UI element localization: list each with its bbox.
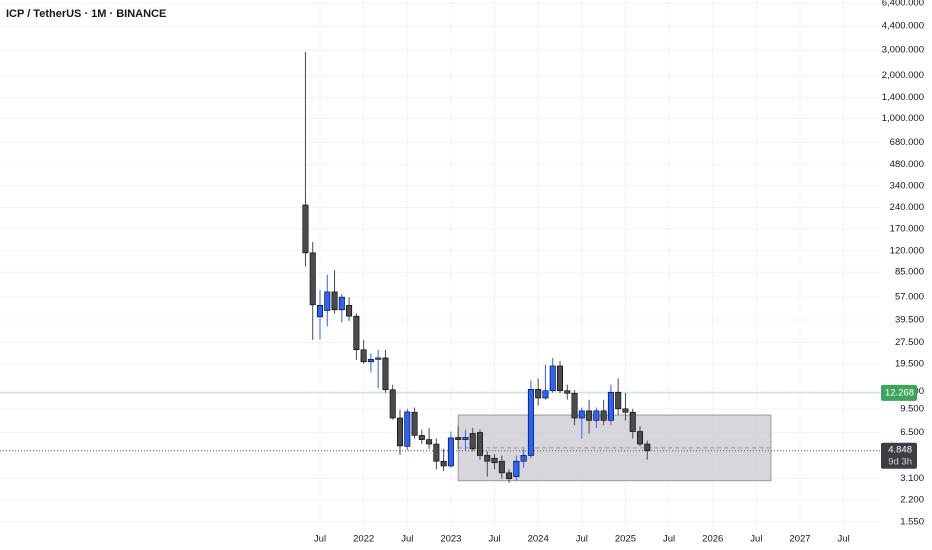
x-tick-label: 2024	[528, 534, 549, 545]
price-line-label: 12.268	[885, 387, 914, 398]
x-tick-label: Jul	[488, 534, 500, 545]
y-tick-label: 680.000	[890, 137, 924, 148]
y-tick-label: 2,000.000	[882, 70, 924, 81]
candle-body	[418, 435, 425, 440]
candle-body	[484, 455, 491, 462]
candle-body	[411, 411, 418, 436]
candle-body	[389, 389, 396, 419]
candle-body	[520, 455, 527, 462]
x-tick-label: Jul	[750, 534, 762, 545]
candle-body	[629, 411, 636, 432]
chart-title: ICP / TetherUS · 1M · BINANCE	[6, 8, 166, 20]
candle-body	[433, 443, 440, 462]
candle-body	[360, 349, 367, 363]
candle-body	[513, 460, 520, 477]
x-tick-label: Jul	[576, 534, 588, 545]
candle-body	[469, 433, 476, 450]
y-tick-label: 19.500	[895, 359, 924, 370]
x-tick-label: Jul	[401, 534, 413, 545]
y-tick-label: 480.000	[890, 159, 924, 170]
x-tick-label: 2025	[615, 534, 636, 545]
y-tick-label: 4,400.000	[882, 21, 924, 32]
candle-body	[316, 305, 323, 318]
candle-body	[491, 457, 498, 464]
y-tick-label: 240.000	[890, 202, 924, 213]
candle-body	[622, 408, 629, 413]
candle-body	[346, 305, 353, 317]
y-tick-label: 27.500	[895, 337, 924, 348]
axis-layer: 6,400.000 4,400.000 3,000.000 2,000.000 1,40…	[314, 0, 924, 545]
x-tick-label: Jul	[838, 534, 850, 545]
y-tick-label: 2.200	[900, 495, 924, 506]
x-tick-label: 2022	[353, 534, 374, 545]
candle-body	[375, 357, 382, 360]
candle-body	[476, 432, 483, 456]
y-tick-label: 57.000	[895, 292, 924, 303]
candle-body	[571, 392, 578, 419]
candle-body	[600, 410, 607, 421]
candle-body	[506, 472, 513, 479]
x-tick-label: 2026	[702, 534, 723, 545]
y-tick-label: 6.500	[900, 427, 924, 438]
candle-body	[309, 252, 316, 306]
y-tick-label: 39.500	[895, 315, 924, 326]
candle-body	[447, 437, 454, 467]
candle-body	[462, 437, 469, 440]
y-tick-label: 3,000.000	[882, 45, 924, 56]
candle-body	[542, 390, 549, 399]
candle-body	[644, 443, 651, 452]
candle-body	[607, 391, 614, 421]
candle-body	[324, 291, 331, 311]
candle-body	[586, 410, 593, 421]
y-tick-label: 3.100	[900, 473, 924, 484]
candle-body	[404, 411, 411, 447]
candle-body	[426, 439, 433, 445]
countdown-label: 9d 3h	[888, 456, 912, 467]
candle-body	[302, 204, 309, 254]
last-price-label: 4.848	[888, 444, 912, 455]
candle-body	[636, 431, 643, 445]
candle-body	[535, 388, 542, 399]
candle-body	[353, 315, 360, 351]
candle-body	[331, 291, 338, 311]
candle-body	[615, 391, 622, 410]
y-tick-label: 170.000	[890, 224, 924, 235]
candle-body	[564, 390, 571, 394]
y-tick-label: 1.550	[900, 516, 924, 527]
candle-body	[440, 460, 447, 467]
candle-body	[549, 365, 556, 392]
price-line-badge	[881, 384, 917, 401]
candle-body	[578, 410, 585, 419]
y-tick-label: 120.000	[890, 245, 924, 256]
candle-body	[338, 296, 345, 311]
y-tick-label: 340.000	[890, 180, 924, 191]
y-tick-label: 85.000	[895, 267, 924, 278]
candle-body	[527, 388, 534, 456]
candle-body	[382, 357, 389, 391]
x-tick-label: 2023	[440, 534, 461, 545]
y-tick-label: 6,400.000	[882, 0, 924, 8]
x-tick-label: Jul	[663, 534, 675, 545]
candle-body	[556, 365, 563, 392]
y-tick-label: 1,000.000	[882, 113, 924, 124]
candle-body	[455, 437, 462, 440]
last-price-badge	[881, 442, 917, 469]
y-tick-label: 1,400.000	[882, 92, 924, 103]
candle-body	[593, 410, 600, 421]
candle-body	[498, 460, 505, 474]
x-tick-label: Jul	[314, 534, 326, 545]
plot-layer	[0, 51, 880, 483]
candle-body	[367, 359, 374, 363]
x-tick-label: 2027	[789, 534, 810, 545]
candle-body	[396, 417, 403, 447]
y-tick-label: 9.500	[900, 403, 924, 414]
